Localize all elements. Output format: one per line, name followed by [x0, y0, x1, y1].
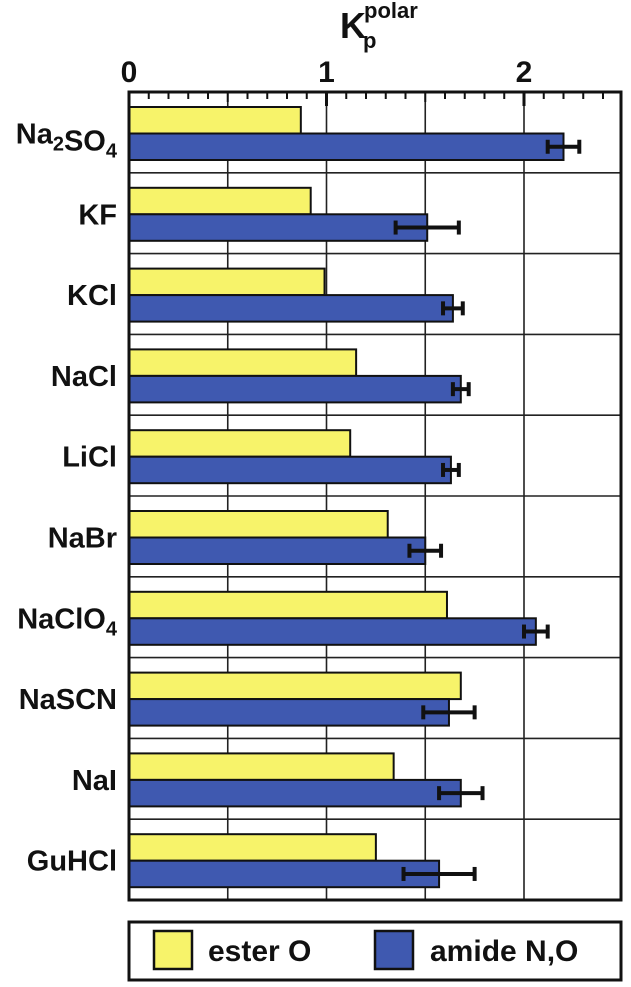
category-label: Na2SO4 — [16, 119, 118, 163]
tick-label: 2 — [516, 56, 533, 89]
label-layer: 0 1 2 Kp polar Na2SO4 KF KCl NaCl LiCl NaBr NaClO4 N… — [16, 0, 533, 878]
bar-ester-o — [128, 429, 352, 458]
legend-label-ester-o: ester O — [208, 935, 311, 968]
bar-amide-n-o — [128, 455, 452, 485]
category-label: KCl — [67, 280, 117, 312]
legend-swatch-ester-o — [152, 929, 194, 971]
category-label: NaClO4 — [17, 603, 118, 640]
bar-layer — [128, 106, 582, 889]
bar-amide-n-o — [128, 132, 565, 161]
bar-ester-o — [128, 833, 377, 862]
bar-ester-o — [128, 348, 358, 377]
bar-ester-o — [128, 106, 302, 135]
legend-label-amide-n-o: amide N,O — [430, 935, 578, 968]
category-label: KF — [78, 199, 117, 231]
bar-ester-o — [128, 186, 312, 216]
axis-title-superscript: polar — [364, 0, 418, 23]
category-label: LiCl — [62, 442, 117, 474]
plot-frame — [127, 90, 623, 902]
axis-title: K — [340, 5, 366, 46]
category-label: GuHCl — [27, 846, 117, 878]
bar-amide-n-o — [128, 294, 454, 323]
bar-amide-n-o — [128, 859, 441, 889]
axis-layer — [127, 90, 623, 902]
bar-amide-n-o — [128, 617, 537, 646]
category-label: NaCl — [51, 361, 117, 393]
bar-ester-o — [128, 510, 389, 539]
category-label: NaBr — [48, 523, 117, 555]
category-label: NaSCN — [19, 684, 117, 716]
bar-ester-o — [128, 590, 448, 620]
bar-ester-o — [128, 267, 326, 297]
bar-ester-o — [128, 752, 395, 781]
axis-title-subscript: p — [363, 28, 376, 53]
legend-swatch-amide-n-o — [373, 929, 415, 971]
bar-amide-n-o — [128, 698, 450, 727]
tick-label: 0 — [121, 56, 138, 89]
bar-amide-n-o — [128, 778, 462, 808]
tick-label: 1 — [318, 56, 335, 89]
category-label: NaI — [72, 765, 117, 797]
bar-amide-n-o — [128, 536, 427, 565]
bar-amide-n-o — [128, 374, 462, 404]
bar-ester-o — [128, 671, 462, 701]
bar-amide-n-o — [128, 213, 429, 242]
legend: ester O amide N,O — [127, 920, 623, 982]
